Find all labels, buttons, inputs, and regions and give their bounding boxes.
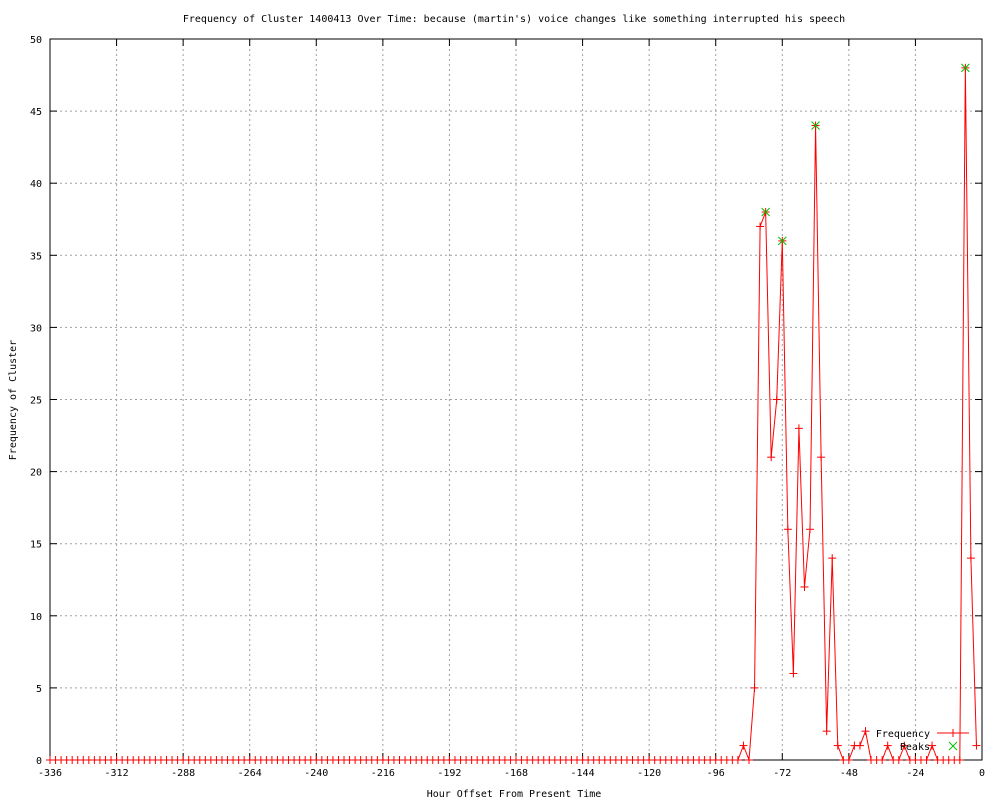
x-tick-label: -24 [906,768,924,779]
data-point-frequency [922,756,931,764]
data-point-frequency [883,741,892,750]
x-tick-label: -240 [304,768,328,779]
x-tick-label: -96 [707,768,725,779]
data-point-frequency [833,741,842,750]
cross-marker-b [761,207,770,217]
data-point-frequency [861,727,870,736]
series-line-frequency [50,67,977,761]
data-point-frequency [789,669,798,678]
data-point-frequency [972,741,981,750]
data-point-frequency [806,525,815,534]
y-tick-label: 40 [30,179,42,190]
data-point-frequency [828,554,837,563]
y-tick-label: 15 [30,540,42,551]
legend-marker-peaks [948,741,958,751]
x-tick-label: -168 [504,768,528,779]
data-point-frequency [878,756,887,764]
legend: Frequency Peaks [876,729,969,753]
x-tick-label: -264 [238,768,262,779]
y-tick-label: 35 [30,251,42,262]
x-axis-label: Hour Offset From Present Time [427,789,602,800]
data-point-frequency [817,453,826,462]
data-point-frequency [800,582,809,591]
data-point-frequency [855,741,864,750]
y-tick-label: 45 [30,107,42,118]
x-tick-label: -312 [105,768,129,779]
x-tick-label: -336 [38,768,62,779]
data-point-frequency [745,756,753,764]
y-tick-label: 5 [36,684,42,695]
y-tick-label: 10 [30,612,42,623]
data-point-frequency [756,222,765,231]
data-point-peaks [961,63,970,73]
data-point-frequency [772,395,781,404]
x-tick-label: -72 [773,768,791,779]
cross-marker-b [948,741,958,751]
data-point-frequency [966,554,975,563]
y-tick-label: 0 [36,756,42,767]
y-axis-label: Frequency of Cluster [8,340,19,460]
legend-label-frequency: Frequency [876,729,930,740]
data-point-frequency [739,741,748,750]
data-point-frequency [894,756,903,764]
data-point-frequency [955,756,964,764]
data-point-frequency [783,525,792,534]
legend-label-peaks: Peaks [900,742,930,753]
data-point-frequency [928,741,937,750]
data-point-frequency [750,683,759,692]
cross-marker-b [811,121,820,130]
data-point-peaks [761,207,770,217]
x-tick-label: -120 [637,768,661,779]
series-layer [46,63,981,764]
y-tick-label: 30 [30,323,42,334]
data-point-peaks [777,236,787,246]
x-tick-label: 0 [979,768,985,779]
cross-marker-b [961,63,970,73]
data-point-frequency [844,756,853,764]
data-point-frequency [900,741,909,750]
data-point-frequency [767,453,776,462]
y-tick-label: 25 [30,396,42,407]
data-point-frequency [794,424,803,433]
x-tick-label: -48 [840,768,858,779]
axis-ticks: -336 -312 -288 -264 -240 -216 -192 -168 -144 -120… [30,35,985,779]
x-tick-label: -216 [371,768,395,779]
x-tick-label: -288 [171,768,195,779]
chart-title: Frequency of Cluster 1400413 Over Time: … [183,14,845,25]
y-tick-label: 20 [30,468,42,479]
grid [50,39,982,760]
data-point-peaks [811,121,820,130]
data-point-frequency [733,756,742,764]
legend-marker-frequency [949,729,957,737]
x-tick-label: -192 [437,768,461,779]
cross-marker-b [777,236,787,246]
data-point-frequency [822,727,831,736]
y-tick-label: 50 [30,35,42,46]
x-tick-label: -144 [571,768,595,779]
